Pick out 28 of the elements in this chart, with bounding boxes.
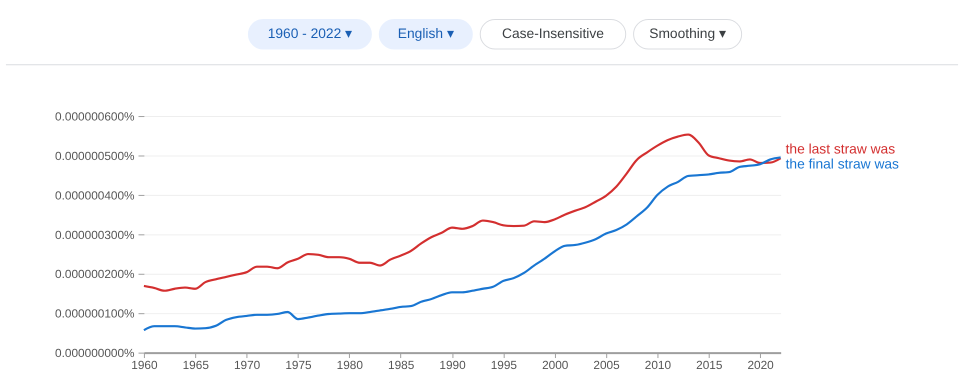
text: Case-Insensitive xyxy=(502,26,604,42)
line-series xyxy=(142,134,782,292)
x-tick-label: 2015 xyxy=(696,358,723,372)
x-tick-label: 2000 xyxy=(542,358,569,372)
x-tick-label: 1970 xyxy=(234,358,261,372)
text: Smoothing ▾ xyxy=(649,26,726,42)
x-tick-label: 2010 xyxy=(644,358,672,372)
y-tick-label: 0.000000600% xyxy=(55,109,136,124)
y-tick-label: 0.000000200% xyxy=(55,267,136,282)
x-tick-label: 2005 xyxy=(593,358,620,372)
y-tick-label: 0.000000000% xyxy=(55,346,136,360)
text: 1960 - 2022 ▾ xyxy=(268,26,352,42)
text: English ▾ xyxy=(398,26,454,42)
x-tick-label: 1985 xyxy=(388,358,415,372)
x-tick-label: 1980 xyxy=(336,358,364,372)
line-series xyxy=(142,156,782,332)
y-tick-label: 0.000000500% xyxy=(55,148,136,163)
x-tick-label: 1965 xyxy=(182,358,210,372)
x-tick-label: 1990 xyxy=(439,358,466,372)
y-tick-label: 0.000000400% xyxy=(55,188,136,202)
x-tick-label: 1960 xyxy=(131,358,158,372)
series-label: the final straw was xyxy=(786,156,900,172)
x-tick-label: 1975 xyxy=(285,358,312,372)
y-tick-label: 0.000000300% xyxy=(55,228,136,242)
y-tick-label: 0.000000100% xyxy=(55,306,136,321)
x-tick-label: 2020 xyxy=(747,358,774,372)
series-label: the last straw was xyxy=(786,141,896,156)
x-tick-label: 1995 xyxy=(490,358,518,372)
